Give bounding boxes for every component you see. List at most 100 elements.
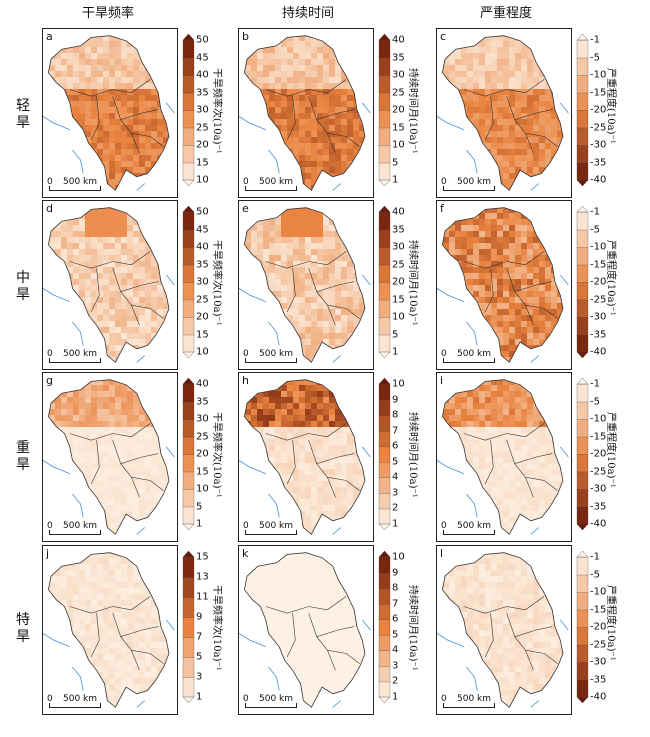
colorbar-extend-bottom <box>182 523 195 530</box>
map-cell <box>473 101 480 108</box>
map-cell <box>169 433 176 440</box>
map-cell <box>533 149 540 156</box>
map-cell <box>479 41 486 48</box>
map-cell <box>49 391 56 398</box>
map-cell <box>353 279 360 286</box>
map-cell <box>329 297 336 304</box>
map-cell <box>151 403 158 410</box>
map-cell <box>335 89 342 96</box>
map-cell <box>287 285 294 292</box>
map-cell <box>533 267 540 274</box>
map-cell <box>455 339 462 346</box>
map-cell <box>473 107 480 114</box>
map-cell <box>557 261 563 268</box>
map-cell <box>545 273 552 280</box>
map-cell <box>503 333 510 340</box>
map-cell <box>311 155 318 162</box>
map-cell <box>455 137 462 144</box>
map-cell <box>157 71 164 78</box>
map-cell <box>263 487 270 494</box>
map-cell <box>73 29 80 36</box>
map-cell <box>151 487 158 494</box>
map-cell <box>557 47 563 54</box>
country-border <box>327 304 360 319</box>
map-cell <box>115 439 122 446</box>
colorbar-segment <box>378 144 391 164</box>
map-cell <box>245 125 252 132</box>
map-cell <box>442 327 444 334</box>
map-cell <box>55 385 62 392</box>
map-cell <box>97 225 104 232</box>
map-cell <box>449 65 456 72</box>
map-cell <box>133 267 140 274</box>
map-cell <box>91 89 98 96</box>
colorbar-segment <box>182 211 195 231</box>
map-cell <box>275 487 282 494</box>
map-cell <box>139 273 146 280</box>
map-cell <box>251 397 258 404</box>
map-cell <box>169 53 176 60</box>
map-cell <box>103 487 110 494</box>
map-cell <box>473 261 480 268</box>
map-cell <box>163 107 169 114</box>
river-line <box>361 102 371 114</box>
map-cell <box>443 333 450 340</box>
map-cell <box>85 433 92 440</box>
map-cell <box>371 95 373 102</box>
map-cell <box>449 261 456 268</box>
map-cell <box>269 505 276 512</box>
map-cell <box>353 243 360 250</box>
map-cell <box>293 47 300 54</box>
map-cell <box>287 243 294 250</box>
map-cell <box>133 35 140 42</box>
panel-letter: g <box>46 374 53 387</box>
map-cell <box>257 327 264 334</box>
map-cell <box>527 207 534 214</box>
map-cell <box>491 35 498 42</box>
map-cell <box>151 89 158 96</box>
map-cell <box>145 403 152 410</box>
map-cell <box>269 161 276 168</box>
map-cell <box>281 297 288 304</box>
map-cell <box>61 71 68 78</box>
map-cell <box>503 137 510 144</box>
drought-map <box>239 207 371 363</box>
map-cell <box>305 83 312 90</box>
map-cell <box>449 273 456 280</box>
map-cell <box>157 219 164 226</box>
map-cell <box>299 155 306 162</box>
map-cell <box>175 493 177 500</box>
map-cell <box>97 397 104 404</box>
map-cell <box>151 345 158 352</box>
colorbar-extend-top <box>182 378 195 385</box>
map-cell <box>145 391 152 398</box>
map-cell <box>79 143 86 150</box>
map-cell <box>539 285 546 292</box>
map-cell <box>461 131 468 138</box>
map-cell <box>139 261 146 268</box>
map-cell <box>139 297 146 304</box>
map-cell <box>85 89 92 96</box>
map-cell <box>305 339 312 346</box>
map-cell <box>455 273 462 280</box>
map-cell <box>539 351 546 358</box>
map-cell <box>563 303 570 310</box>
map-cell <box>557 173 563 180</box>
map-cell <box>115 167 122 174</box>
map-cell <box>299 249 306 256</box>
map-cell <box>305 249 312 256</box>
colorbar-tick-label: -40 <box>590 346 607 358</box>
map-cell <box>163 237 169 244</box>
map-cell <box>269 397 276 404</box>
map-cell <box>139 433 146 440</box>
map-cell <box>85 439 92 446</box>
map-cell <box>157 179 164 186</box>
map-cell <box>49 101 56 108</box>
map-cell <box>299 327 306 334</box>
map-cell <box>169 237 176 244</box>
map-cell <box>359 53 365 60</box>
map-cell <box>503 161 510 168</box>
map-cell <box>48 391 50 398</box>
map-cell <box>157 47 164 54</box>
map-cell <box>545 131 552 138</box>
